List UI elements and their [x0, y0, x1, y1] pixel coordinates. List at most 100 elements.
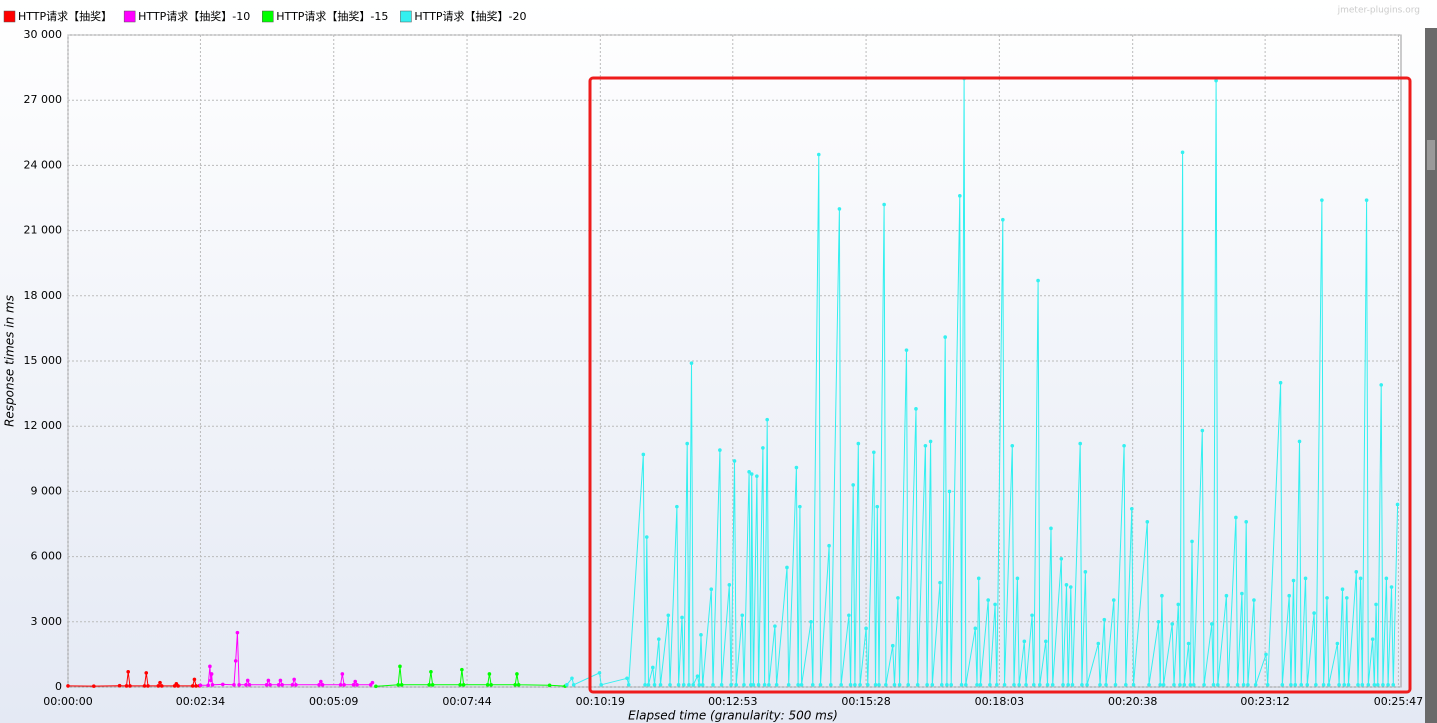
data-point — [773, 624, 777, 628]
data-point — [786, 683, 791, 687]
data-point — [1241, 683, 1246, 687]
data-point — [749, 683, 753, 687]
legend-swatch — [3, 10, 16, 23]
data-point — [1264, 652, 1268, 657]
data-point — [747, 470, 751, 474]
data-point — [398, 664, 402, 669]
x-tick-label: 00:05:09 — [309, 695, 358, 708]
data-point — [1202, 683, 1206, 687]
y-tick-label: 12 000 — [24, 419, 63, 432]
data-point — [1321, 683, 1326, 687]
x-tick-label: 00:20:38 — [1108, 695, 1157, 708]
data-point — [142, 684, 147, 688]
data-point — [1381, 683, 1385, 687]
data-point — [513, 683, 517, 687]
y-tick-label: 15 000 — [24, 354, 63, 367]
data-point — [1015, 576, 1020, 581]
data-point — [1226, 683, 1230, 687]
data-point — [427, 683, 432, 687]
data-point — [1130, 506, 1134, 511]
data-point — [915, 683, 920, 687]
data-point — [796, 683, 800, 687]
data-point — [547, 683, 552, 688]
data-point — [128, 684, 132, 688]
data-point — [1096, 641, 1101, 646]
data-point — [914, 407, 918, 411]
data-point — [853, 683, 857, 687]
data-point — [718, 448, 722, 452]
data-point — [727, 583, 732, 587]
data-point — [1080, 683, 1084, 687]
data-point — [767, 683, 771, 687]
data-point — [923, 443, 928, 448]
data-point — [1366, 683, 1371, 687]
data-point — [939, 683, 944, 687]
data-point — [829, 683, 833, 687]
data-point — [1314, 683, 1318, 687]
data-point — [1211, 683, 1216, 687]
data-point — [774, 683, 779, 687]
data-point — [762, 683, 767, 687]
data-point — [1172, 683, 1176, 687]
data-point — [734, 683, 739, 687]
data-point — [194, 684, 198, 688]
data-point — [1024, 683, 1028, 687]
data-point — [209, 672, 214, 676]
data-point — [680, 615, 684, 620]
data-point — [1050, 683, 1055, 687]
data-point — [848, 683, 853, 687]
data-point — [687, 683, 691, 687]
data-point — [144, 671, 149, 675]
data-point — [266, 678, 271, 683]
data-point — [993, 602, 997, 607]
data-point — [264, 683, 269, 687]
data-point — [689, 361, 694, 365]
data-point — [1176, 602, 1181, 607]
data-point — [761, 446, 765, 450]
y-tick-label: 6 000 — [31, 550, 63, 563]
data-point — [884, 683, 888, 687]
data-point — [742, 683, 746, 687]
legend: HTTP请求【抽奖】 HTTP请求【抽奖】-10 HTTP请求【抽奖】-15 HTTP… — [3, 9, 527, 23]
data-point — [896, 596, 900, 600]
legend-label: HTTP请求【抽奖】-20 — [414, 9, 526, 23]
data-point — [1111, 598, 1116, 602]
data-point — [732, 459, 737, 463]
data-point — [949, 683, 954, 687]
data-point — [338, 683, 343, 687]
scrollbar[interactable] — [1425, 28, 1437, 723]
data-point — [235, 630, 240, 635]
y-tick-label: 0 — [55, 680, 62, 693]
data-point — [644, 535, 649, 539]
data-point — [570, 676, 574, 681]
scroll-thumb[interactable] — [1427, 140, 1435, 170]
data-point — [1145, 520, 1150, 524]
data-point — [244, 683, 248, 687]
x-tick-label: 00:18:03 — [975, 695, 1024, 708]
data-point — [124, 684, 129, 688]
data-point — [1234, 515, 1238, 520]
data-point — [847, 613, 851, 618]
data-point — [1012, 683, 1016, 687]
data-point — [837, 207, 842, 211]
data-point — [740, 613, 745, 618]
data-point — [1320, 198, 1324, 202]
data-point — [1044, 639, 1048, 644]
data-point — [1289, 683, 1293, 687]
data-point — [1131, 683, 1136, 687]
plot — [66, 76, 1400, 689]
data-point — [126, 669, 130, 674]
highlight-box — [588, 76, 1412, 694]
legend-swatch — [123, 10, 136, 23]
data-point — [719, 683, 724, 687]
data-point — [233, 659, 238, 663]
data-point — [1170, 622, 1175, 626]
x-tick-label: 00:23:12 — [1240, 695, 1289, 708]
data-point — [1354, 570, 1359, 574]
data-point — [1190, 539, 1194, 544]
data-point — [930, 683, 935, 687]
data-point — [1161, 683, 1166, 687]
data-point — [1124, 683, 1128, 687]
data-point — [751, 683, 756, 687]
data-point — [396, 683, 401, 687]
